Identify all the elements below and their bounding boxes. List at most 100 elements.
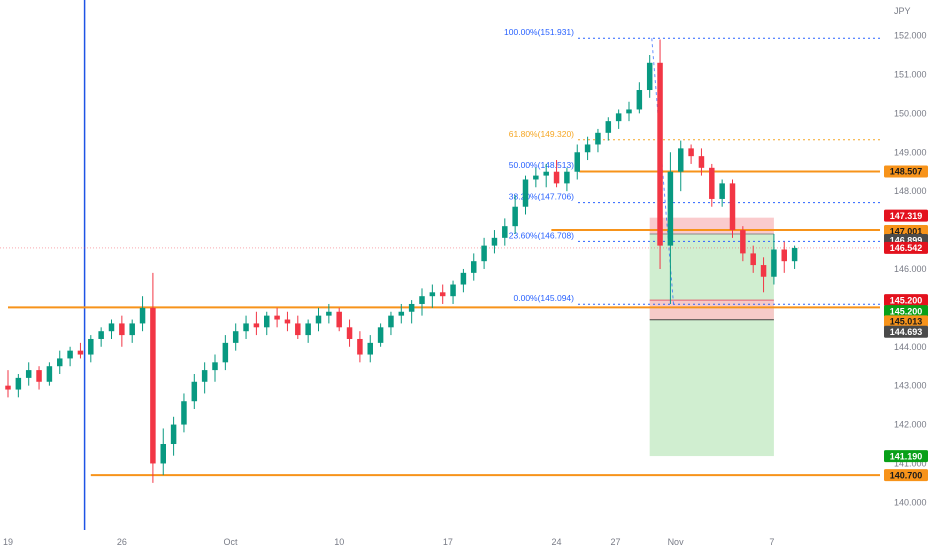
- candle[interactable]: [678, 140, 684, 192]
- candle-body: [108, 323, 115, 332]
- candle[interactable]: [191, 373, 198, 409]
- candle[interactable]: [326, 303, 332, 324]
- candle[interactable]: [36, 366, 42, 390]
- candle[interactable]: [698, 148, 705, 176]
- price-tag[interactable]: 146.542: [884, 241, 928, 254]
- candle[interactable]: [5, 370, 11, 398]
- price-tag[interactable]: 145.200: [884, 294, 928, 307]
- candle[interactable]: [243, 315, 249, 339]
- price-tag[interactable]: 140.700: [884, 469, 928, 482]
- candle[interactable]: [295, 315, 301, 339]
- candle[interactable]: [750, 245, 756, 273]
- candle[interactable]: [357, 331, 363, 363]
- candle[interactable]: [25, 362, 32, 386]
- candle[interactable]: [605, 117, 612, 141]
- candle[interactable]: [771, 233, 777, 285]
- candle[interactable]: [574, 144, 581, 180]
- candle[interactable]: [222, 335, 229, 371]
- candle[interactable]: [139, 296, 146, 332]
- candle[interactable]: [150, 272, 156, 483]
- candle[interactable]: [429, 284, 436, 308]
- candle[interactable]: [533, 167, 539, 188]
- candle[interactable]: [709, 163, 715, 207]
- candle-body: [357, 338, 363, 355]
- candle[interactable]: [595, 128, 601, 153]
- candle[interactable]: [667, 152, 674, 304]
- price-tag[interactable]: 144.693: [884, 325, 928, 338]
- candle[interactable]: [181, 393, 187, 433]
- candle[interactable]: [77, 342, 84, 359]
- candle[interactable]: [46, 362, 53, 386]
- candle[interactable]: [253, 311, 260, 336]
- candle-body: [626, 109, 632, 114]
- price-tag[interactable]: 145.200: [884, 305, 928, 318]
- candle[interactable]: [522, 175, 529, 215]
- candle-body: [740, 230, 746, 254]
- candle[interactable]: [450, 280, 456, 304]
- candle[interactable]: [553, 160, 560, 188]
- candle[interactable]: [232, 323, 239, 351]
- candle[interactable]: [626, 101, 632, 122]
- candle-body: [305, 323, 311, 336]
- candle-body: [678, 148, 684, 172]
- candle[interactable]: [57, 350, 63, 374]
- candle[interactable]: [346, 319, 353, 347]
- candle[interactable]: [201, 362, 208, 394]
- candle[interactable]: [15, 373, 22, 398]
- price-tag[interactable]: 141.190: [884, 450, 928, 463]
- candle-body: [212, 362, 218, 371]
- candle[interactable]: [315, 307, 322, 332]
- price-tag-bg: [884, 209, 928, 222]
- candle[interactable]: [388, 311, 394, 336]
- candle[interactable]: [119, 315, 125, 347]
- candle[interactable]: [439, 284, 446, 304]
- candle[interactable]: [377, 323, 384, 347]
- candle[interactable]: [212, 354, 218, 382]
- candle-body: [481, 245, 487, 262]
- candle[interactable]: [646, 55, 653, 98]
- candle[interactable]: [274, 307, 280, 328]
- candle[interactable]: [398, 303, 405, 324]
- candle[interactable]: [729, 179, 736, 238]
- candle[interactable]: [688, 144, 694, 164]
- candle[interactable]: [564, 167, 570, 192]
- price-tag[interactable]: 147.319: [884, 209, 928, 222]
- candle[interactable]: [481, 237, 487, 269]
- candle[interactable]: [760, 257, 767, 293]
- candle[interactable]: [264, 311, 270, 336]
- candle[interactable]: [367, 335, 374, 363]
- candle[interactable]: [471, 253, 477, 281]
- candle[interactable]: [129, 319, 135, 343]
- candle[interactable]: [160, 428, 167, 476]
- candle[interactable]: [502, 218, 508, 246]
- candle[interactable]: [284, 311, 291, 332]
- candle[interactable]: [719, 179, 725, 207]
- candle[interactable]: [408, 300, 415, 324]
- candle[interactable]: [584, 136, 591, 161]
- candle[interactable]: [740, 226, 746, 262]
- candle[interactable]: [419, 288, 425, 316]
- candle[interactable]: [67, 346, 73, 367]
- price-tag[interactable]: 145.013: [884, 315, 928, 328]
- price-tag-bg: [884, 315, 928, 328]
- x-tick-label: 19: [3, 537, 13, 547]
- candle[interactable]: [512, 195, 518, 234]
- candle[interactable]: [781, 241, 788, 273]
- price-tag[interactable]: 148.507: [884, 165, 928, 178]
- candle-body: [98, 331, 104, 339]
- candle[interactable]: [460, 268, 467, 293]
- candle[interactable]: [336, 307, 342, 332]
- candle[interactable]: [791, 245, 798, 269]
- candle[interactable]: [657, 39, 663, 269]
- price-tag-bg: [884, 325, 928, 338]
- candle[interactable]: [98, 327, 104, 347]
- candle[interactable]: [636, 82, 643, 114]
- candle[interactable]: [108, 319, 115, 339]
- candle[interactable]: [543, 163, 549, 188]
- candle[interactable]: [170, 416, 177, 456]
- candle[interactable]: [88, 335, 94, 363]
- candle[interactable]: [491, 230, 498, 254]
- candle[interactable]: [305, 319, 311, 343]
- candle[interactable]: [615, 109, 622, 129]
